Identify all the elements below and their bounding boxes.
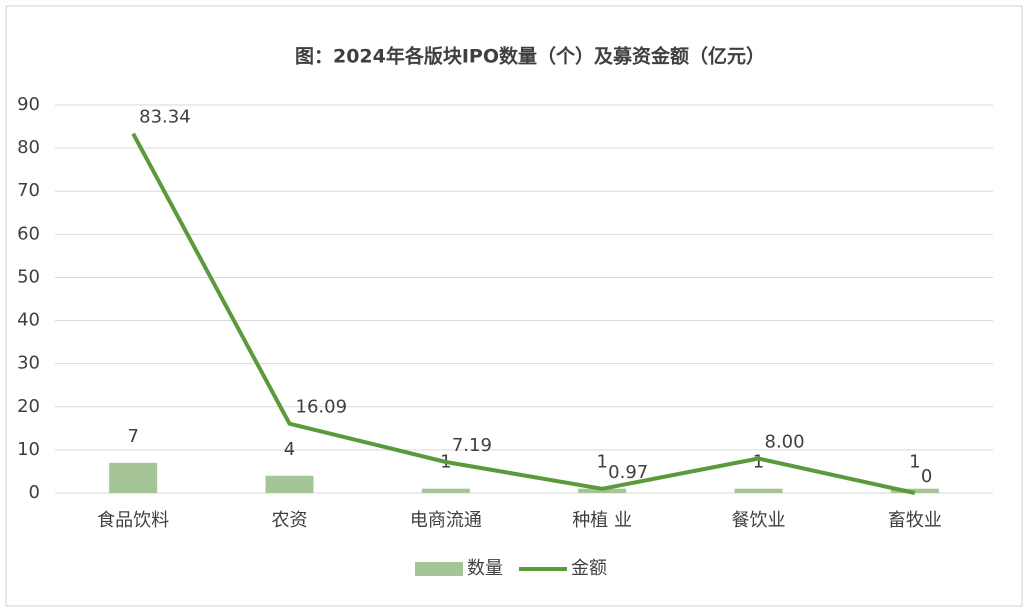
bar <box>109 462 158 493</box>
legend-swatch <box>415 562 463 576</box>
bar <box>265 475 314 493</box>
y-tick-label: 50 <box>17 266 40 287</box>
y-tick-label: 70 <box>17 180 40 201</box>
line-value-label: 0.97 <box>608 462 648 483</box>
legend-label: 金额 <box>571 558 607 579</box>
line-value-label: 8.00 <box>765 432 805 453</box>
y-tick-label: 80 <box>17 137 40 158</box>
y-tick-label: 60 <box>17 223 40 244</box>
bar <box>890 488 939 493</box>
bar <box>578 488 627 493</box>
chart-frame <box>5 5 1023 607</box>
x-tick-label: 餐饮业 <box>732 510 786 531</box>
bar <box>734 488 783 493</box>
y-tick-label: 30 <box>17 353 40 374</box>
x-tick-label: 畜牧业 <box>888 510 942 531</box>
x-tick-label: 食品饮料 <box>97 510 169 531</box>
y-tick-label: 10 <box>17 439 40 460</box>
y-tick-label: 0 <box>29 482 40 503</box>
bar-value-label: 7 <box>127 426 138 447</box>
line-value-label: 16.09 <box>296 397 348 418</box>
line-value-label: 83.34 <box>139 107 191 128</box>
legend-label: 数量 <box>467 558 503 579</box>
bar-value-label: 4 <box>284 439 295 460</box>
bar <box>421 488 470 493</box>
x-tick-label: 农资 <box>272 510 308 531</box>
line-value-label: 0 <box>921 466 932 487</box>
y-tick-label: 20 <box>17 396 40 417</box>
y-tick-label: 90 <box>17 94 40 115</box>
y-tick-label: 40 <box>17 310 40 331</box>
x-tick-label: 电商流通 <box>410 510 482 531</box>
bar-value-label: 1 <box>596 452 607 473</box>
bar-value-label: 1 <box>753 452 764 473</box>
line <box>131 132 916 495</box>
bar-value-label: 1 <box>909 452 920 473</box>
line-value-label: 7.19 <box>452 435 492 456</box>
chart-title: 图：2024年各版块IPO数量（个）及募资金额（亿元） <box>295 45 765 68</box>
x-tick-label: 种植 业 <box>572 510 632 531</box>
